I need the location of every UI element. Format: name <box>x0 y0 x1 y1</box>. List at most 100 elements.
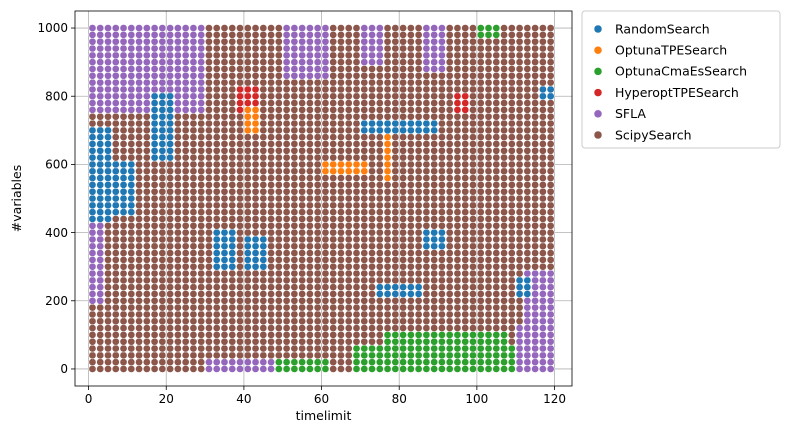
point-ScipySearch <box>282 351 291 360</box>
point-ScipySearch <box>321 106 330 114</box>
point-ScipySearch <box>189 194 198 203</box>
point-SFLA <box>135 51 143 60</box>
point-ScipySearch <box>399 242 407 251</box>
point-ScipySearch <box>352 146 361 155</box>
point-ScipySearch <box>274 153 283 162</box>
point-ScipySearch <box>150 228 159 237</box>
point-SFLA <box>205 365 213 373</box>
point-ScipySearch <box>407 181 415 189</box>
point-ScipySearch <box>220 106 229 114</box>
point-ScipySearch <box>251 146 260 155</box>
point-ScipySearch <box>119 269 128 278</box>
point-SFLA <box>150 58 159 66</box>
point-ScipySearch <box>197 194 206 203</box>
point-RandomSearch <box>430 126 439 135</box>
point-ScipySearch <box>476 249 485 257</box>
point-SFLA <box>88 71 97 80</box>
point-RandomSearch <box>166 99 174 107</box>
point-ScipySearch <box>88 365 97 373</box>
point-ScipySearch <box>453 276 462 285</box>
point-ScipySearch <box>476 85 485 94</box>
point-ScipySearch <box>274 31 283 39</box>
point-ScipySearch <box>228 283 237 291</box>
point-SFLA <box>181 58 190 66</box>
point-ScipySearch <box>111 146 120 155</box>
point-ScipySearch <box>251 215 260 223</box>
point-SFLA <box>197 37 206 46</box>
point-OptunaCmaEsSearch <box>484 31 493 39</box>
point-SFLA <box>158 71 167 80</box>
point-ScipySearch <box>515 44 524 53</box>
point-ScipySearch <box>492 51 501 60</box>
point-ScipySearch <box>453 119 462 128</box>
point-ScipySearch <box>438 310 446 319</box>
point-ScipySearch <box>484 228 493 237</box>
point-SFLA <box>531 269 539 278</box>
point-ScipySearch <box>267 235 275 244</box>
point-ScipySearch <box>96 310 105 319</box>
point-ScipySearch <box>282 119 291 128</box>
point-ScipySearch <box>360 296 369 305</box>
point-SFLA <box>181 51 190 60</box>
point-ScipySearch <box>422 249 431 257</box>
point-SFLA <box>127 85 136 94</box>
point-SFLA <box>127 51 136 60</box>
point-ScipySearch <box>142 358 151 366</box>
point-ScipySearch <box>531 31 539 39</box>
point-ScipySearch <box>352 31 361 39</box>
point-ScipySearch <box>135 317 143 326</box>
point-ScipySearch <box>181 337 190 346</box>
point-ScipySearch <box>197 344 206 353</box>
point-ScipySearch <box>391 71 400 80</box>
point-ScipySearch <box>220 317 229 326</box>
data-points <box>88 24 555 373</box>
point-ScipySearch <box>469 187 477 196</box>
point-ScipySearch <box>352 119 361 128</box>
point-ScipySearch <box>88 310 97 319</box>
point-ScipySearch <box>127 221 136 230</box>
point-ScipySearch <box>337 99 345 107</box>
point-SFLA <box>539 296 547 305</box>
point-ScipySearch <box>135 365 143 373</box>
point-RandomSearch <box>158 112 167 121</box>
point-ScipySearch <box>236 310 244 319</box>
point-ScipySearch <box>166 344 174 353</box>
point-ScipySearch <box>174 344 182 353</box>
point-ScipySearch <box>298 146 306 155</box>
point-ScipySearch <box>135 242 143 251</box>
point-ScipySearch <box>127 269 136 278</box>
point-SFLA <box>220 365 229 373</box>
point-ScipySearch <box>368 310 376 319</box>
point-SFLA <box>523 317 532 326</box>
point-RandomSearch <box>375 283 384 291</box>
point-ScipySearch <box>205 160 213 169</box>
point-RandomSearch <box>166 106 174 114</box>
point-ScipySearch <box>111 133 120 141</box>
point-SFLA <box>174 65 182 73</box>
point-SFLA <box>375 37 384 46</box>
point-SFLA <box>205 358 213 366</box>
point-ScipySearch <box>197 296 206 305</box>
point-ScipySearch <box>344 58 353 66</box>
point-OptunaCmaEsSearch <box>368 365 376 373</box>
point-ScipySearch <box>352 283 361 291</box>
point-ScipySearch <box>127 249 136 257</box>
point-RandomSearch <box>96 167 105 176</box>
point-SFLA <box>150 71 159 80</box>
point-ScipySearch <box>205 37 213 46</box>
point-RandomSearch <box>399 126 407 135</box>
point-ScipySearch <box>135 358 143 366</box>
point-ScipySearch <box>492 276 501 285</box>
point-ScipySearch <box>298 235 306 244</box>
point-ScipySearch <box>399 296 407 305</box>
point-RandomSearch <box>251 242 260 251</box>
point-OptunaCmaEsSearch <box>430 337 439 346</box>
point-SFLA <box>523 303 532 312</box>
point-ScipySearch <box>267 31 275 39</box>
point-ScipySearch <box>290 290 299 298</box>
point-ScipySearch <box>236 126 244 135</box>
point-ScipySearch <box>469 58 477 66</box>
point-ScipySearch <box>414 51 423 60</box>
point-ScipySearch <box>360 201 369 210</box>
point-ScipySearch <box>546 24 555 32</box>
